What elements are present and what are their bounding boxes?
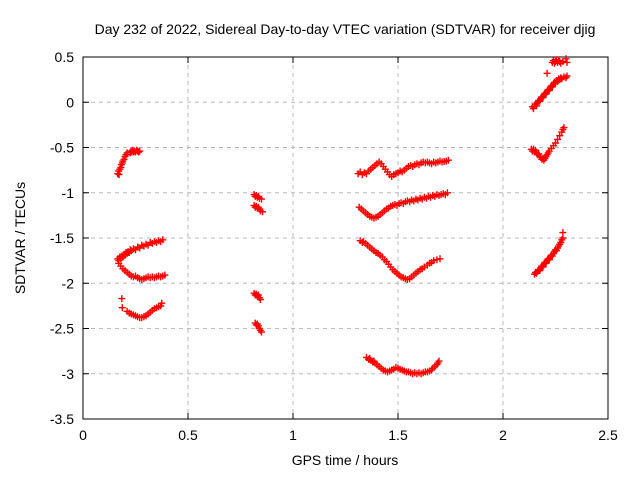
y-tick-label: -3.5 (50, 411, 74, 427)
axis-ticks (82, 56, 609, 420)
scatter-plus-markers (114, 55, 571, 378)
x-tick-label: 1 (289, 427, 297, 443)
y-tick-label: -2.5 (50, 321, 74, 337)
x-axis-label: GPS time / hours (291, 452, 399, 468)
y-tick-label: 0 (66, 94, 74, 110)
y-tick-label: -1 (62, 185, 75, 201)
y-tick-label: -1.5 (50, 230, 74, 246)
y-tick-label: 0.5 (55, 49, 75, 65)
y-tick-label: -2 (62, 275, 75, 291)
y-tick-labels: 0.5 0 -0.5 -1 -1.5 -2 -2.5 -3 -3.5 (50, 49, 74, 427)
x-tick-label: 1.5 (388, 427, 408, 443)
data-points (114, 55, 571, 378)
chart-title: Day 232 of 2022, Sidereal Day-to-day VTE… (94, 21, 596, 37)
x-tick-labels: 0 0.5 1 1.5 2 2.5 (79, 427, 618, 443)
y-tick-label: -3 (62, 366, 75, 382)
y-tick-label: -0.5 (50, 140, 74, 156)
x-tick-label: 2 (499, 427, 507, 443)
gridlines (83, 57, 608, 419)
x-tick-label: 0.5 (178, 427, 198, 443)
x-tick-label: 2.5 (598, 427, 618, 443)
x-tick-label: 0 (79, 427, 87, 443)
plot-border (82, 56, 609, 420)
